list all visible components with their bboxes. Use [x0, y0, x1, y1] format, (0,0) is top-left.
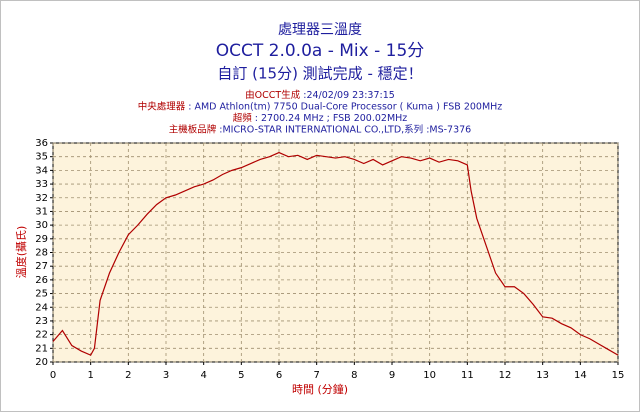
status: 自訂 (15分) 測試完成 - 穩定！	[217, 65, 422, 83]
y-tick-label: 21	[35, 343, 48, 354]
x-tick-label: 3	[163, 370, 169, 381]
x-tick-label: 11	[461, 370, 474, 381]
x-tick-label: 13	[536, 370, 549, 381]
info-line: 主機板品牌 :MICRO-STAR INTERNATIONAL CO.,LTD,…	[169, 123, 471, 135]
y-tick-label: 33	[35, 179, 48, 190]
x-tick-label: 1	[87, 370, 93, 381]
y-tick-label: 32	[35, 193, 48, 204]
y-tick-label: 36	[35, 138, 48, 149]
x-tick-label: 14	[574, 370, 587, 381]
chart-subtitle: OCCT 2.0.0a - Mix - 15分	[216, 41, 425, 61]
y-tick-label: 31	[35, 206, 48, 217]
y-tick-label: 24	[35, 302, 48, 313]
info-label: 由OCCT生成	[245, 89, 301, 101]
chart-title: 處理器三溫度	[278, 22, 362, 38]
info-line: 由OCCT生成 :24/02/09 23:37:15	[245, 89, 395, 101]
y-tick-label: 29	[35, 234, 48, 245]
temperature-line	[52, 151, 619, 356]
info-label: 中央處理器	[138, 100, 186, 112]
x-tick-label: 4	[200, 370, 206, 381]
info-line: 超頻 : 2700.24 MHz ; FSB 200.02MHz	[233, 112, 408, 124]
x-tick-label: 10	[423, 370, 436, 381]
x-tick-label: 6	[276, 370, 282, 381]
x-tick-label: 0	[50, 370, 56, 381]
y-tick-label: 28	[35, 248, 48, 259]
info-line: 中央處理器 : AMD Athlon(tm) 7750 Dual-Core Pr…	[138, 100, 503, 112]
info-text: :24/02/09 23:37:15	[300, 90, 395, 101]
x-tick-label: 7	[313, 370, 319, 381]
info-text: :MICRO-STAR INTERNATIONAL CO.,LTD,系列 :MS…	[216, 123, 471, 135]
x-tick-label: 8	[351, 370, 357, 381]
y-tick-label: 34	[35, 165, 48, 176]
x-tick-label: 15	[612, 370, 625, 381]
y-tick-label: 20	[35, 357, 48, 368]
x-axis-label: 時間 (分鐘)	[292, 382, 348, 396]
info-label: 超頻	[233, 112, 253, 124]
y-tick-label: 35	[35, 152, 48, 163]
x-tick-label: 12	[499, 370, 512, 381]
info-text: : AMD Athlon(tm) 7750 Dual-Core Processo…	[185, 101, 502, 112]
y-tick-label: 25	[35, 289, 48, 300]
y-tick-label: 27	[35, 261, 48, 272]
x-tick-label: 2	[125, 370, 131, 381]
y-tick-label: 23	[35, 316, 48, 327]
info-text: : 2700.24 MHz ; FSB 200.02MHz	[252, 113, 408, 124]
y-axis-label: 溫度(攝氏)	[14, 226, 28, 279]
x-tick-label: 5	[238, 370, 244, 381]
x-tick-label: 9	[389, 370, 395, 381]
info-label: 主機板品牌	[169, 123, 217, 135]
y-tick-label: 22	[35, 330, 48, 341]
y-tick-label: 30	[35, 220, 48, 231]
y-tick-label: 26	[35, 275, 48, 286]
